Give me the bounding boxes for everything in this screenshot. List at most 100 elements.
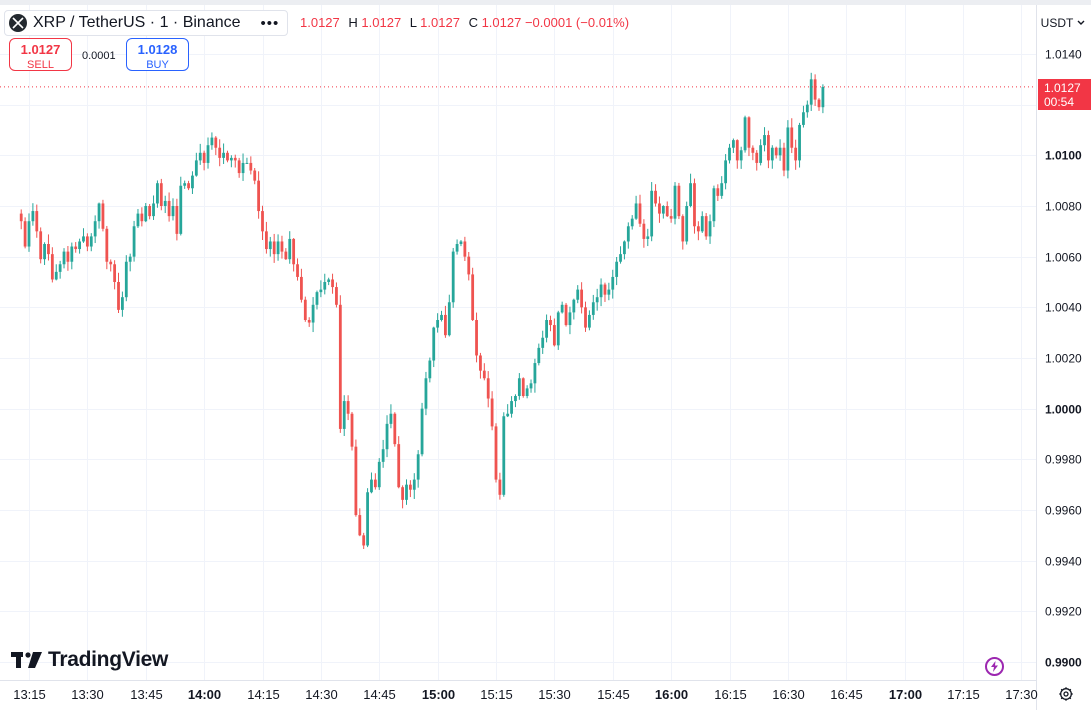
candle-body bbox=[234, 158, 237, 161]
gear-icon[interactable] bbox=[1058, 686, 1074, 707]
candle-body bbox=[331, 279, 334, 287]
candle-body bbox=[284, 252, 287, 260]
candle-body bbox=[304, 300, 307, 320]
sell-button[interactable]: 1.0127 SELL bbox=[9, 38, 72, 71]
candle bbox=[308, 317, 311, 327]
buy-button[interactable]: 1.0128 BUY bbox=[126, 38, 189, 71]
candle-body bbox=[370, 480, 373, 493]
candle bbox=[475, 313, 478, 363]
candle bbox=[421, 403, 424, 456]
chevron-down-icon bbox=[1077, 20, 1085, 26]
close-value: 1.0127 bbox=[482, 15, 522, 30]
candle bbox=[580, 282, 583, 313]
candle bbox=[405, 479, 408, 504]
lightning-icon[interactable] bbox=[985, 657, 1004, 676]
price-axis[interactable]: 1.01401.01201.01001.00801.00601.00401.00… bbox=[1045, 48, 1082, 670]
candle bbox=[168, 192, 171, 221]
time-tick-label: 14:45 bbox=[363, 687, 396, 702]
symbol-legend[interactable]: XRP / TetherUS · 1 · Binance ••• bbox=[4, 10, 288, 36]
candle bbox=[518, 373, 521, 400]
candle bbox=[304, 297, 307, 322]
candle-body bbox=[109, 262, 112, 265]
candle-body bbox=[522, 378, 525, 396]
candle-body bbox=[187, 183, 190, 188]
candle bbox=[269, 237, 272, 257]
candle bbox=[249, 156, 252, 174]
candle bbox=[588, 310, 591, 330]
candle-body bbox=[351, 414, 354, 447]
candle-body bbox=[428, 361, 431, 379]
candle bbox=[59, 261, 62, 279]
candle-body bbox=[600, 285, 603, 298]
candle bbox=[498, 473, 501, 500]
candle-body bbox=[693, 183, 696, 226]
candle bbox=[779, 139, 782, 161]
candle bbox=[409, 480, 412, 497]
candle-body bbox=[94, 221, 97, 236]
candle bbox=[160, 179, 163, 210]
tradingview-logo[interactable]: TradingView bbox=[11, 648, 168, 672]
price-tick-label: 1.0080 bbox=[1045, 200, 1082, 214]
candle bbox=[448, 295, 451, 337]
candle-body bbox=[308, 320, 311, 323]
candle-body bbox=[767, 135, 770, 160]
candle bbox=[382, 440, 385, 468]
candle-body bbox=[802, 112, 805, 125]
price-tick-label: 0.9960 bbox=[1045, 504, 1082, 518]
time-tick-label: 15:15 bbox=[480, 687, 513, 702]
spread-value: 0.0001 bbox=[82, 50, 116, 62]
candle bbox=[331, 274, 334, 294]
candle bbox=[440, 311, 443, 322]
time-tick-label: 17:00 bbox=[889, 687, 922, 702]
close-label: C bbox=[469, 15, 478, 30]
candle bbox=[713, 186, 716, 227]
candle bbox=[148, 204, 151, 219]
candle-body bbox=[615, 262, 618, 277]
time-tick-label: 16:15 bbox=[714, 687, 747, 702]
candle bbox=[98, 203, 101, 229]
candle bbox=[794, 140, 797, 170]
candle-body bbox=[537, 348, 540, 363]
symbol-title[interactable]: XRP / TetherUS · 1 · Binance bbox=[33, 14, 241, 32]
candle bbox=[650, 182, 653, 241]
candle-body bbox=[635, 203, 638, 218]
candle bbox=[646, 229, 649, 246]
candle bbox=[234, 155, 237, 168]
candle-body bbox=[623, 241, 626, 254]
candle-body bbox=[709, 221, 712, 236]
candle-body bbox=[246, 163, 249, 164]
candle bbox=[339, 295, 342, 433]
candle-body bbox=[534, 363, 537, 383]
candle bbox=[537, 344, 540, 366]
candle-body bbox=[90, 236, 93, 246]
price-tick-label: 1.0060 bbox=[1045, 251, 1082, 265]
candle bbox=[105, 226, 108, 269]
time-axis[interactable]: 13:15 13:30 13:45 14:00 14:15 14:30 14:45 15:00… bbox=[13, 687, 1038, 702]
candle bbox=[806, 101, 809, 118]
price-tick-label: 0.9920 bbox=[1045, 605, 1082, 619]
candle bbox=[506, 404, 509, 417]
candle bbox=[226, 151, 229, 163]
candle bbox=[534, 359, 537, 393]
candle-body bbox=[148, 206, 151, 216]
candle-body bbox=[117, 282, 120, 310]
candle-body bbox=[541, 338, 544, 348]
candle bbox=[63, 248, 66, 268]
candle-body bbox=[183, 183, 186, 186]
candle-body bbox=[319, 290, 322, 293]
candle-body bbox=[156, 183, 159, 203]
candle bbox=[300, 269, 303, 303]
candle-body bbox=[195, 160, 198, 175]
candle-body bbox=[487, 378, 490, 398]
currency-selector[interactable]: USDT bbox=[1038, 12, 1088, 34]
candle bbox=[137, 209, 140, 228]
candle bbox=[572, 299, 575, 320]
more-icon[interactable]: ••• bbox=[261, 15, 280, 32]
candle-body bbox=[401, 487, 404, 500]
candle bbox=[444, 306, 447, 338]
candle bbox=[393, 412, 396, 446]
candle-body bbox=[701, 216, 704, 231]
candle-body bbox=[475, 320, 478, 355]
candle-body bbox=[51, 254, 54, 279]
